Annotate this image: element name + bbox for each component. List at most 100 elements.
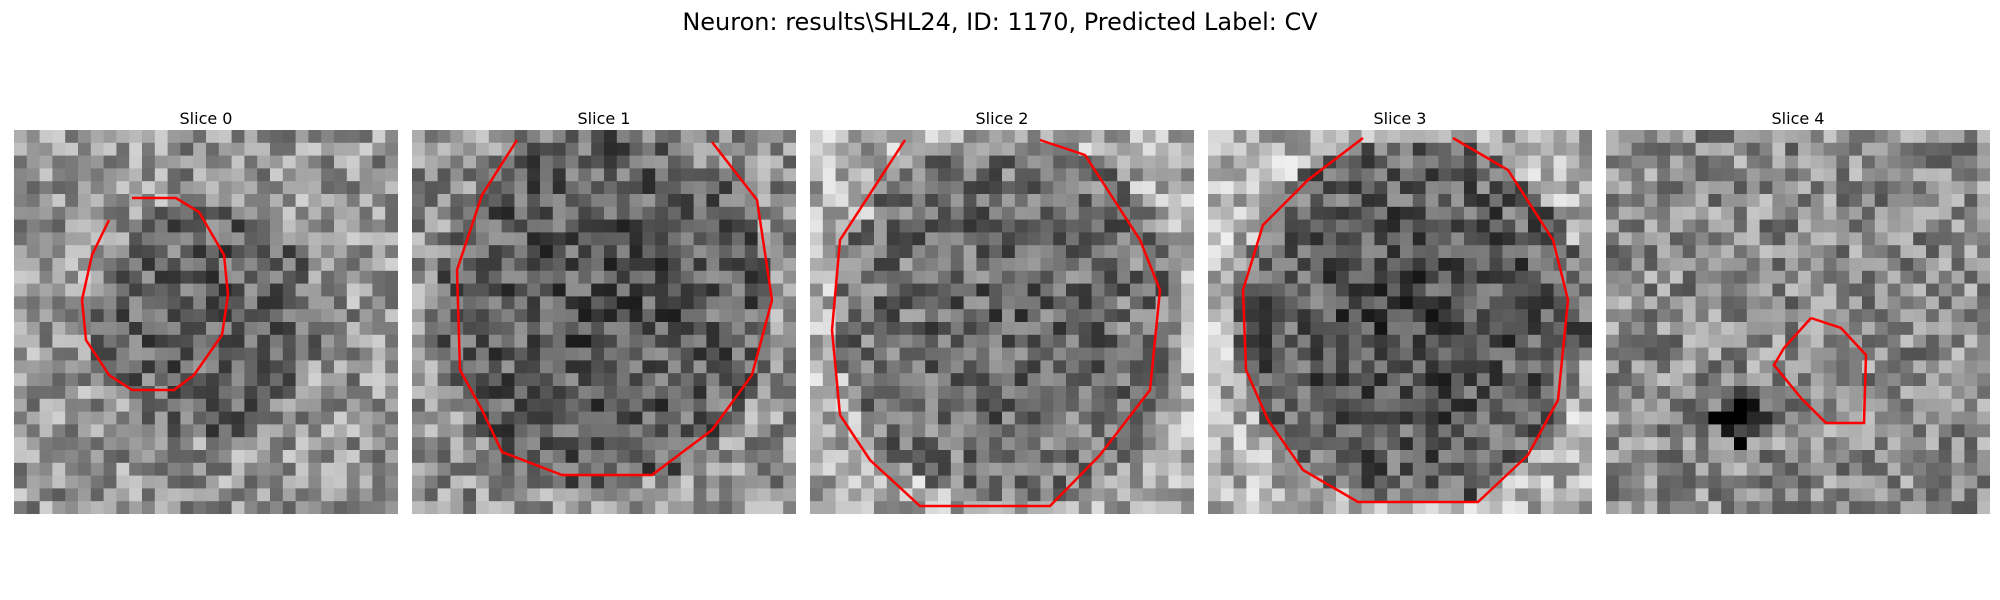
pixel-cell [1951, 488, 1965, 502]
pixel-cell [1657, 334, 1671, 349]
pixel-cell [938, 168, 952, 182]
pixel-cell [1887, 270, 1901, 285]
pixel-cell [1400, 398, 1414, 413]
pixel-cell [282, 437, 297, 451]
pixel-cell [1798, 206, 1812, 221]
pixel-cell [591, 270, 605, 285]
pixel-cell [719, 386, 733, 400]
pixel-cell [732, 322, 746, 336]
pixel-cell [1708, 462, 1722, 477]
pixel-cell [1913, 475, 1927, 489]
pixel-cell [1670, 142, 1684, 157]
pixel-cell [1566, 155, 1580, 169]
pixel-cell [1438, 181, 1452, 195]
pixel-cell [770, 462, 784, 477]
pixel-cell [1772, 475, 1786, 489]
pixel-cell [1708, 206, 1722, 221]
pixel-cell [989, 296, 1003, 310]
pixel-cell [1823, 347, 1837, 361]
pixel-cell [1412, 258, 1427, 272]
pixel-cell [1476, 501, 1491, 514]
pixel-cell [1181, 398, 1194, 413]
pixel-cell [976, 360, 990, 374]
pixel-cell [65, 501, 79, 514]
pixel-cell [1142, 501, 1157, 514]
pixel-cell [90, 501, 105, 514]
pixel-cell [90, 168, 105, 182]
pixel-cell [90, 373, 105, 387]
pixel-cell [680, 283, 695, 297]
pixel-cell [514, 283, 528, 297]
pixel-cell [437, 398, 451, 413]
pixel-cell [886, 283, 901, 297]
pixel-cell [1464, 322, 1478, 336]
pixel-cell [142, 181, 156, 195]
pixel-cell [295, 181, 309, 195]
pixel-cell [103, 411, 117, 425]
pixel-cell [1117, 130, 1131, 144]
pixel-cell [783, 232, 796, 246]
pixel-cell [848, 155, 862, 169]
pixel-cell [938, 386, 952, 400]
pixel-cell [1670, 258, 1684, 272]
pixel-cell [757, 501, 771, 514]
pixel-cell [706, 411, 720, 425]
pixel-cell [39, 462, 53, 477]
pixel-cell [1721, 155, 1735, 169]
pixel-cell [1310, 296, 1324, 310]
pixel-cell [976, 334, 990, 349]
pixel-cell [231, 322, 245, 336]
pixel-cell [1310, 424, 1324, 438]
pixel-cell [1451, 424, 1465, 438]
pixel-cell [604, 296, 618, 310]
pixel-cell [1014, 245, 1029, 259]
pixel-cell [642, 206, 656, 221]
pixel-cell [1540, 270, 1555, 285]
pixel-cell [142, 258, 156, 272]
pixel-cell [231, 347, 245, 361]
pixel-cell [655, 411, 669, 425]
pixel-cell [629, 206, 643, 221]
pixel-cell [116, 206, 130, 221]
pixel-cell [193, 373, 207, 387]
pixel-cell [167, 322, 181, 336]
pixel-cell [1721, 437, 1735, 451]
pixel-cell [963, 219, 977, 233]
pixel-cell [1233, 437, 1247, 451]
pixel-cell [1117, 322, 1131, 336]
pixel-cell [1336, 258, 1350, 272]
pixel-cell [116, 283, 130, 297]
pixel-cell [1323, 398, 1337, 413]
pixel-cell [1464, 373, 1478, 387]
figure-title: Neuron: results\SHL24, ID: 1170, Predict… [682, 8, 1318, 36]
pixel-cell [938, 373, 952, 387]
pixel-cell [1913, 386, 1927, 400]
pixel-cell [1900, 245, 1914, 259]
pixel-cell [1348, 360, 1363, 374]
pixel-cell [1618, 437, 1633, 451]
pixel-cell [1502, 501, 1516, 514]
pixel-cell [1951, 270, 1965, 285]
pixel-cell [1862, 334, 1876, 349]
pixel-cell [321, 373, 335, 387]
pixel-cell [308, 411, 322, 425]
pixel-cell [1387, 309, 1401, 323]
pixel-cell [1117, 181, 1131, 195]
pixel-cell [1078, 232, 1093, 246]
pixel-cell [1259, 373, 1273, 387]
pixel-cell [848, 334, 862, 349]
pixel-cell [604, 424, 618, 438]
pixel-cell [1425, 437, 1439, 451]
pixel-cell [1836, 219, 1850, 233]
pixel-cell [835, 360, 849, 374]
pixel-cell [424, 130, 439, 144]
pixel-cell [1849, 501, 1863, 514]
pixel-cell [642, 296, 656, 310]
pixel-cell [757, 398, 771, 413]
pixel-cell [552, 398, 567, 413]
pixel-cell [1451, 488, 1465, 502]
pixel-cell [231, 501, 245, 514]
pixel-cell [1476, 450, 1491, 464]
pixel-cell [514, 270, 528, 285]
pixel-cell [1951, 296, 1965, 310]
